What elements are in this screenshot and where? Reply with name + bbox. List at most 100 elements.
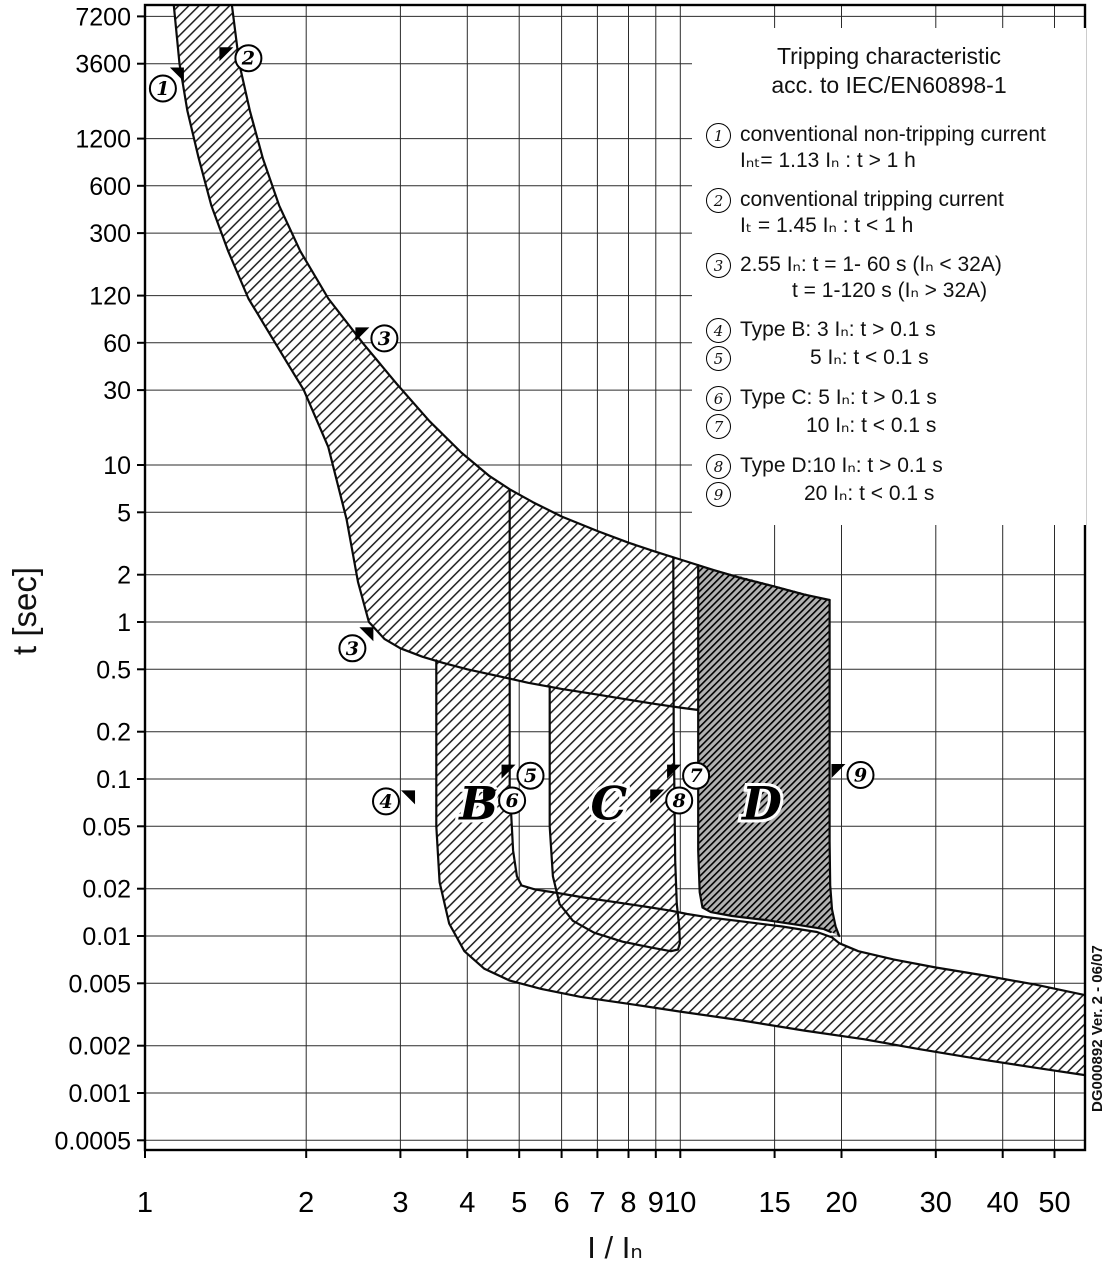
marker-flag — [359, 627, 374, 642]
legend-item-line: Type B: 3 Iₙ: t > 0.1 s — [740, 318, 936, 341]
marker-flag — [501, 764, 516, 779]
legend-item-text: 5 Iₙ: t < 0.1 s — [810, 345, 929, 371]
y-tick-label: 0.05 — [82, 813, 131, 841]
legend-item: 1 conventional non-tripping current Iₙₜ= 1… — [692, 122, 1086, 174]
svg-text:7: 7 — [689, 765, 702, 787]
legend-item-text: 10 Iₙ: t < 0.1 s — [806, 413, 936, 439]
legend-items: 1 conventional non-tripping current Iₙₜ= 1… — [692, 122, 1086, 507]
legend-item-number-icon: 2 — [706, 188, 731, 213]
x-tick-label: 7 — [589, 1187, 605, 1219]
chart-marker-4: 4 — [372, 787, 416, 816]
y-tick-label: 0.0005 — [55, 1127, 131, 1155]
marker-flag — [401, 790, 416, 805]
x-tick-label: 10 — [664, 1187, 696, 1219]
y-tick-label: 120 — [89, 283, 131, 311]
legend-item-line: conventional tripping current — [740, 188, 1004, 211]
y-tick-label: 600 — [89, 173, 131, 201]
y-tick-label: 0.2 — [96, 719, 131, 747]
x-tick-label: 2 — [298, 1187, 314, 1219]
x-tick-label: 4 — [459, 1187, 475, 1219]
marker-flag — [169, 67, 184, 82]
y-tick-label: 3600 — [75, 51, 131, 79]
legend-item: 9 20 Iₙ: t < 0.1 s — [692, 481, 1086, 507]
marker-flag — [831, 764, 846, 779]
chart-marker-3: 3 — [355, 324, 399, 353]
chart-marker-5: 5 — [501, 761, 545, 790]
legend-item-text: 20 Iₙ: t < 0.1 s — [804, 481, 934, 507]
svg-text:2: 2 — [241, 48, 255, 70]
chart-marker-6: 6 — [483, 786, 527, 815]
legend-item: 6 Type C: 5 Iₙ: t > 0.1 s — [692, 385, 1086, 411]
marker-flag — [650, 789, 665, 804]
legend-item-number-icon: 4 — [706, 318, 731, 343]
legend-item-line: Type C: 5 Iₙ: t > 0.1 s — [740, 386, 937, 409]
svg-text:3: 3 — [346, 638, 359, 660]
axis-ticks: 7200360012006003001206030105210.50.20.10… — [55, 3, 1071, 1219]
legend-item-line: Iₙₜ= 1.13 Iₙ : t > 1 h — [740, 149, 916, 172]
legend: Tripping characteristic acc. to IEC/EN60… — [692, 28, 1086, 525]
chart-marker-7: 7 — [667, 761, 711, 790]
legend-item-text: Type D:10 Iₙ: t > 0.1 s — [740, 453, 943, 479]
svg-text:4: 4 — [379, 791, 392, 813]
legend-item-line: Type D:10 Iₙ: t > 0.1 s — [740, 454, 943, 477]
x-tick-label: 6 — [554, 1187, 570, 1219]
svg-text:9: 9 — [854, 765, 867, 787]
svg-text:6: 6 — [505, 790, 518, 812]
legend-item: 4 Type B: 3 Iₙ: t > 0.1 s — [692, 317, 1086, 343]
legend-item-number-icon: 8 — [706, 454, 731, 479]
marker-flag — [483, 789, 498, 804]
legend-item-line: 10 Iₙ: t < 0.1 s — [806, 414, 937, 437]
legend-item-text: Type C: 5 Iₙ: t > 0.1 s — [740, 385, 937, 411]
svg-text:1: 1 — [156, 78, 169, 100]
legend-item-text: 2.55 Iₙ: t = 1- 60 s (Iₙ < 32A) t = 1-120… — [740, 252, 1002, 304]
y-tick-label: 60 — [103, 330, 131, 358]
y-tick-label: 0.02 — [82, 876, 131, 904]
x-tick-label: 40 — [987, 1187, 1019, 1219]
legend-item-number-icon: 5 — [706, 346, 731, 371]
y-tick-label: 7200 — [75, 3, 131, 31]
y-tick-label: 1200 — [75, 126, 131, 154]
legend-title-line2: acc. to IEC/EN60898-1 — [771, 72, 1007, 98]
chart-marker-2: 2 — [219, 44, 263, 73]
y-tick-label: 10 — [103, 452, 131, 480]
legend-item-line: conventional non-tripping current — [740, 123, 1046, 146]
x-tick-label: 1 — [137, 1187, 153, 1219]
chart-marker-9: 9 — [831, 761, 875, 789]
legend-item-number-icon: 1 — [706, 123, 731, 148]
tripping-bands — [172, 5, 1085, 1077]
band-letter-B: B — [457, 776, 498, 830]
legend-title-line1: Tripping characteristic — [776, 43, 1002, 69]
legend-item: 3 2.55 Iₙ: t = 1- 60 s (Iₙ < 32A) t = 1-12… — [692, 252, 1086, 304]
type-c-band — [549, 558, 680, 952]
x-tick-label: 5 — [511, 1187, 527, 1219]
legend-item-text: Type B: 3 Iₙ: t > 0.1 s — [740, 317, 936, 343]
legend-item-text: conventional tripping current Iₜ = 1.45 I… — [740, 187, 1004, 239]
band-letter-C: C — [590, 776, 627, 830]
y-tick-label: 0.1 — [96, 766, 131, 794]
chart-marker-3: 3 — [338, 627, 374, 663]
svg-text:5: 5 — [524, 765, 537, 787]
y-tick-label: 0.002 — [68, 1033, 131, 1061]
legend-item: 7 10 Iₙ: t < 0.1 s — [692, 413, 1086, 439]
legend-item-number-icon: 9 — [706, 482, 731, 507]
y-tick-label: 2 — [117, 562, 131, 590]
legend-title: Tripping characteristic acc. to IEC/EN60… — [692, 42, 1086, 100]
chart-marker-1: 1 — [148, 67, 184, 103]
x-axis-title: I / Iₙ — [587, 1230, 643, 1265]
svg-text:3: 3 — [378, 328, 391, 350]
x-tick-label: 3 — [392, 1187, 408, 1219]
y-tick-label: 0.001 — [68, 1080, 131, 1108]
legend-item-line: 20 Iₙ: t < 0.1 s — [804, 482, 935, 505]
band-letters: B C D — [454, 773, 785, 833]
x-tick-label: 9 — [648, 1187, 664, 1219]
x-tick-label: 15 — [758, 1187, 790, 1219]
legend-item: 5 5 Iₙ: t < 0.1 s — [692, 345, 1086, 371]
type-d-band — [698, 565, 840, 936]
legend-item-line: 5 Iₙ: t < 0.1 s — [810, 346, 929, 369]
legend-item-line: t = 1-120 s (Iₙ > 32A) — [792, 279, 988, 302]
legend-item-number-icon: 7 — [706, 414, 731, 439]
marker-flag — [667, 764, 682, 779]
watermark: DG000892 Ver. 2 - 06/07 — [1089, 945, 1106, 1112]
legend-item-number-icon: 6 — [706, 386, 731, 411]
